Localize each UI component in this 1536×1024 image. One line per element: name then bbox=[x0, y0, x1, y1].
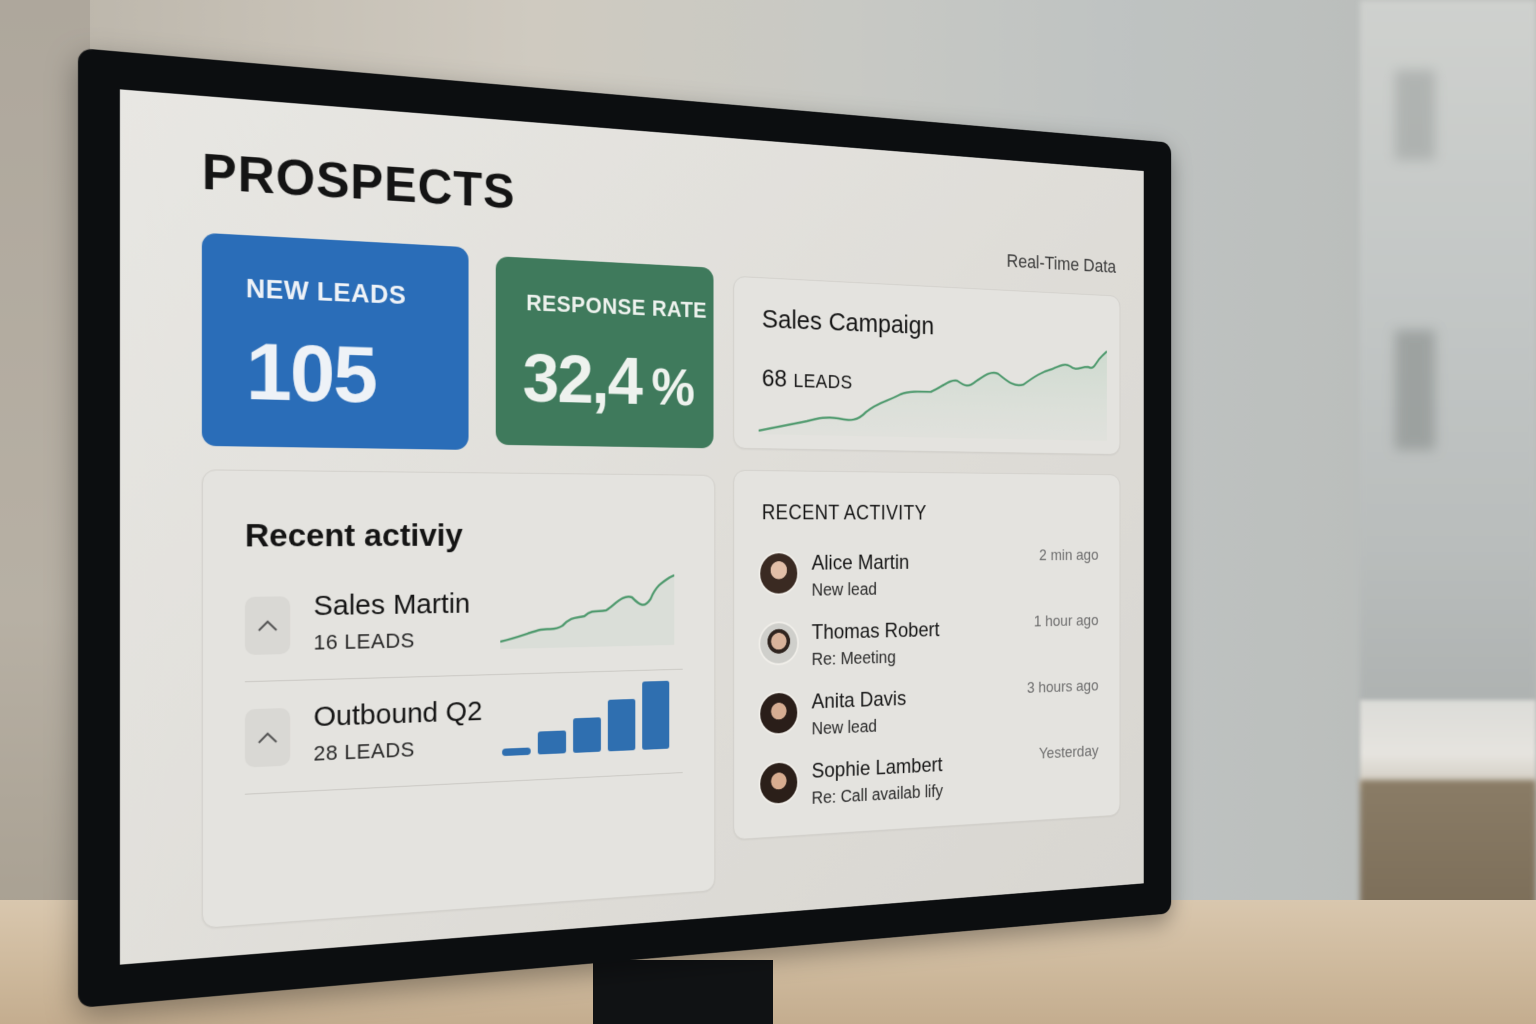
background-window bbox=[1360, 0, 1536, 780]
activity-name: Alice Martin bbox=[811, 550, 910, 575]
activity-time: 1 hour ago bbox=[1033, 612, 1099, 631]
sales-campaign-count-value: 68 bbox=[761, 364, 787, 392]
activity-description: Re: Meeting bbox=[811, 648, 896, 670]
sales-campaign-count-unit: LEADS bbox=[793, 369, 853, 393]
background-window-pane bbox=[1395, 330, 1435, 450]
realtime-data-label: Real-Time Data bbox=[1006, 249, 1117, 277]
sales-campaign-card[interactable]: Sales Campaign 68 LEADS bbox=[733, 275, 1121, 455]
monitor: PROSPECTS Real-Time Data NEW LEADS 105 R… bbox=[78, 48, 1368, 1008]
outbound-q2-bar-chart bbox=[502, 680, 670, 757]
avatar bbox=[758, 760, 799, 807]
activity-item[interactable]: Thomas Robert Re: Meeting 1 hour ago bbox=[758, 612, 1106, 680]
activity-time: Yesterday bbox=[1038, 742, 1099, 763]
sales-martin-sparkline bbox=[500, 574, 675, 650]
dashboard-screen: PROSPECTS Real-Time Data NEW LEADS 105 R… bbox=[119, 89, 1144, 965]
campaign-leads: 16 LEADS bbox=[313, 628, 415, 655]
new-leads-card[interactable]: NEW LEADS 105 bbox=[201, 232, 469, 450]
recent-activity-card: RECENT ACTIVITY Alice Martin New lead 2 … bbox=[733, 469, 1121, 841]
response-rate-value: 32,4 bbox=[522, 339, 642, 419]
background-window-sill bbox=[1360, 700, 1536, 790]
activity-item[interactable]: Anita Davis New lead 3 hours ago bbox=[758, 677, 1106, 750]
activity-item[interactable]: Sophie Lambert Re: Call availab lify Yes… bbox=[758, 742, 1106, 820]
activity-item[interactable]: Alice Martin New lead 2 min ago bbox=[758, 546, 1106, 610]
row-divider bbox=[244, 772, 683, 795]
background-window-pane bbox=[1395, 70, 1435, 160]
new-leads-label: NEW LEADS bbox=[245, 273, 407, 310]
expand-button[interactable] bbox=[244, 707, 291, 768]
response-rate-value-wrap: 32,4% bbox=[523, 339, 694, 421]
campaign-leads: 28 LEADS bbox=[313, 737, 415, 766]
activity-name: Sophie Lambert bbox=[811, 753, 943, 784]
new-leads-value: 105 bbox=[245, 325, 376, 420]
activity-description: Re: Call availab lify bbox=[811, 781, 944, 809]
activity-name: Anita Davis bbox=[811, 687, 907, 714]
recent-activity-campaigns-card: Recent activiy Sales Martin 16 LEADS bbox=[201, 469, 716, 929]
activity-description: New lead bbox=[811, 580, 877, 601]
response-rate-unit: % bbox=[651, 357, 694, 417]
activity-description: New lead bbox=[811, 717, 877, 739]
activity-name: Thomas Robert bbox=[811, 618, 940, 645]
recent-activity-title: RECENT ACTIVITY bbox=[761, 500, 927, 524]
background-wall bbox=[0, 0, 90, 1024]
campaign-row[interactable]: Outbound Q2 28 LEADS bbox=[244, 677, 683, 795]
monitor-bezel: PROSPECTS Real-Time Data NEW LEADS 105 R… bbox=[78, 48, 1172, 1008]
campaign-name: Outbound Q2 bbox=[313, 695, 483, 733]
page-title: PROSPECTS bbox=[201, 143, 516, 220]
chevron-up-icon bbox=[257, 730, 279, 744]
avatar bbox=[758, 621, 799, 666]
sales-campaign-count: 68 LEADS bbox=[762, 364, 853, 395]
monitor-stand bbox=[593, 960, 773, 1024]
campaign-name: Sales Martin bbox=[313, 588, 471, 622]
avatar bbox=[758, 690, 799, 736]
recent-activity-campaigns-title: Recent activiy bbox=[244, 517, 463, 555]
chevron-up-icon bbox=[257, 619, 279, 633]
response-rate-card[interactable]: RESPONSE RATE 32,4% bbox=[495, 256, 714, 449]
activity-time: 2 min ago bbox=[1039, 546, 1099, 565]
avatar bbox=[758, 551, 799, 596]
expand-button[interactable] bbox=[244, 596, 291, 656]
response-rate-label: RESPONSE RATE bbox=[526, 290, 707, 324]
campaign-row[interactable]: Sales Martin 16 LEADS bbox=[244, 573, 683, 683]
activity-time: 3 hours ago bbox=[1026, 677, 1099, 698]
